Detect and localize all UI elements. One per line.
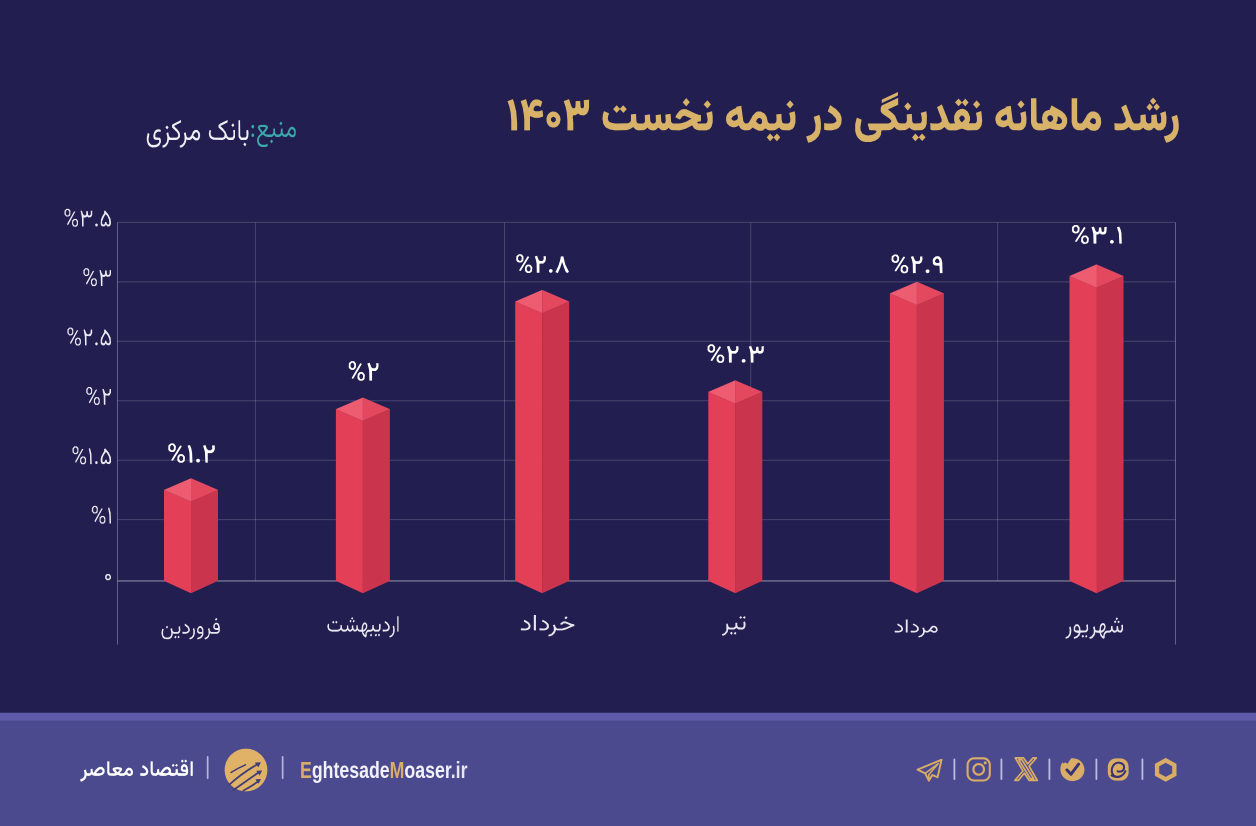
- svg-text:EghtesadeMoaser.ir: EghtesadeMoaser.ir: [300, 757, 468, 783]
